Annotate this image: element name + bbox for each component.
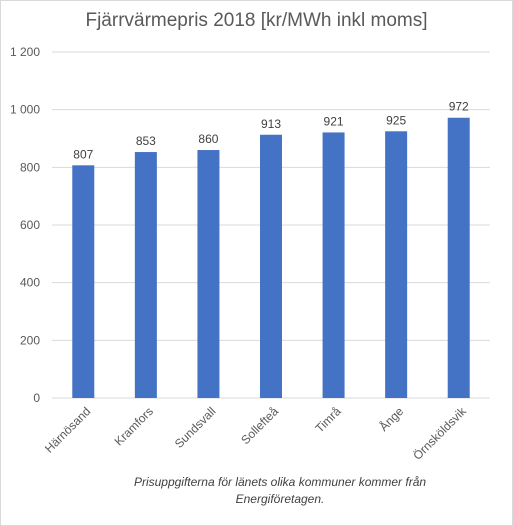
y-tick-label: 800 bbox=[20, 160, 40, 174]
category-label: Timrå bbox=[312, 404, 343, 435]
y-tick-label: 0 bbox=[33, 391, 40, 405]
data-label: 921 bbox=[324, 114, 344, 128]
data-labels: 807 853 860 913 921 925 972 bbox=[73, 100, 469, 162]
data-label: 972 bbox=[449, 100, 469, 114]
data-label: 925 bbox=[386, 113, 406, 127]
category-label: Ånge bbox=[376, 403, 407, 434]
bar bbox=[197, 150, 220, 398]
category-labels: Härnösand Kramfors Sundsvall Sollefteå Timrå… bbox=[42, 403, 470, 462]
bar bbox=[134, 152, 157, 398]
data-label: 860 bbox=[198, 132, 218, 146]
y-axis-ticks: 0 200 400 600 800 1 000 1 200 bbox=[10, 45, 40, 405]
category-label: Sollefteå bbox=[238, 404, 281, 447]
category-label: Sundsvall bbox=[172, 404, 219, 451]
category-label: Örnsköldsvik bbox=[410, 404, 469, 463]
source-note-line-1: Prisuppgifterna för länets olika kommune… bbox=[133, 475, 427, 489]
bar bbox=[72, 165, 95, 398]
bars bbox=[72, 117, 470, 399]
data-label: 807 bbox=[73, 147, 93, 161]
chart-title: Fjärrvärmepris 2018 [kr/MWh inkl moms] bbox=[85, 10, 428, 31]
source-note-line-2: Energiföretagen. bbox=[235, 492, 325, 506]
data-label: 913 bbox=[261, 117, 281, 131]
y-tick-label: 1 000 bbox=[10, 103, 40, 117]
source-note: Prisuppgifterna för länets olika kommune… bbox=[60, 474, 500, 508]
bar bbox=[260, 134, 282, 399]
data-label: 853 bbox=[136, 134, 156, 148]
bar bbox=[447, 117, 470, 399]
y-tick-label: 1 200 bbox=[10, 45, 40, 59]
y-tick-label: 600 bbox=[20, 218, 40, 232]
y-tick-label: 200 bbox=[20, 333, 40, 347]
bar bbox=[385, 131, 408, 398]
category-label: Kramfors bbox=[112, 404, 156, 448]
category-label: Härnösand bbox=[42, 404, 93, 455]
bar bbox=[322, 132, 345, 398]
y-tick-label: 400 bbox=[20, 276, 40, 290]
